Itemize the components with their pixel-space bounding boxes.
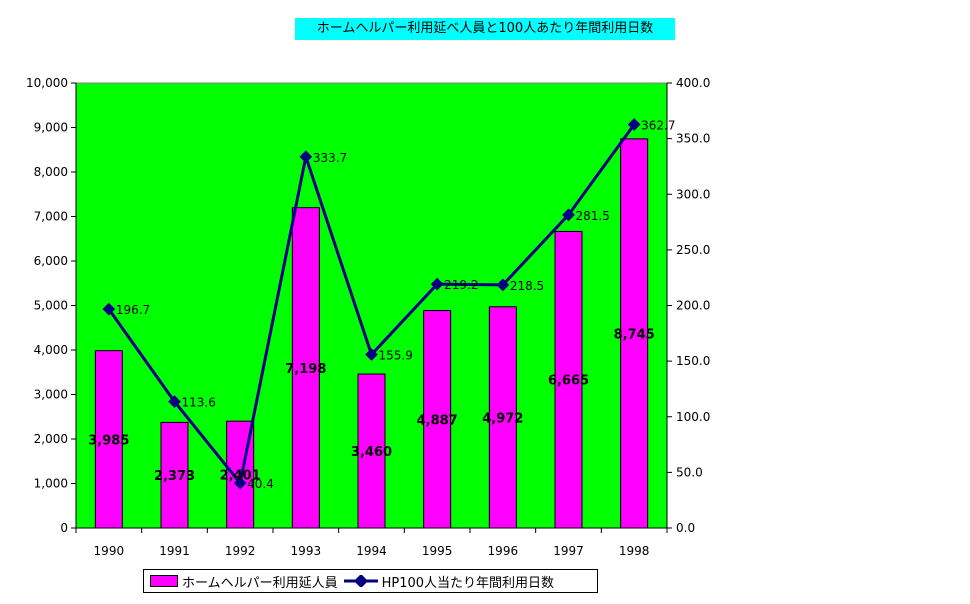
bar-data-label: 2,373: [154, 469, 195, 484]
y-right-tick-label: 400.0: [676, 76, 710, 90]
y-left-tick-label: 8,000: [34, 165, 68, 179]
x-tick-label: 1997: [553, 544, 584, 558]
line-data-label: 281.5: [576, 209, 610, 223]
y-right-tick-label: 250.0: [676, 243, 710, 257]
line-marker: [299, 150, 313, 164]
bar-data-label: 6,665: [548, 374, 589, 389]
x-tick-label: 1992: [225, 544, 256, 558]
line-data-label: 155.9: [379, 349, 413, 363]
bar: [554, 230, 583, 529]
y-left-tick-label: 6,000: [34, 254, 68, 268]
line-data-label: 219.2: [444, 278, 478, 292]
y-left-tick-label: 9,000: [34, 121, 68, 135]
y-left-tick-label: 5,000: [34, 299, 68, 313]
legend-bar-label: ホームヘルパー利用延人員: [182, 575, 338, 591]
line-marker: [496, 278, 510, 292]
bar: [423, 310, 452, 529]
y-right-tick-label: 200.0: [676, 299, 710, 313]
legend-item-line: HP100人当たり年間利用日数: [343, 572, 555, 591]
x-tick-label: 1993: [291, 544, 322, 558]
line-data-label: 40.4: [247, 477, 274, 491]
line-marker: [102, 302, 116, 316]
bar-data-label: 3,460: [351, 445, 392, 460]
y-right-tick-label: 350.0: [676, 132, 710, 146]
y-right-tick-label: 100.0: [676, 410, 710, 424]
line-marker: [168, 395, 181, 408]
line-data-label: 333.7: [313, 151, 347, 165]
bar: [488, 306, 517, 529]
y-left-tick-label: 0: [60, 521, 68, 535]
legend: ホームヘルパー利用延人員 HP100人当たり年間利用日数: [143, 569, 598, 593]
bar-data-label: 7,198: [285, 362, 326, 377]
y-left-tick-label: 4,000: [34, 343, 68, 357]
chart-title: ホームヘルパー利用延べ人員と100人あたり年間利用日数: [295, 18, 675, 40]
line-marker: [365, 348, 378, 361]
bar: [291, 207, 320, 529]
x-tick-label: 1990: [94, 544, 125, 558]
y-right-tick-label: 0.0: [676, 521, 695, 535]
line-data-label: 362.7: [641, 118, 675, 132]
line-marker: [233, 476, 247, 490]
bar-data-label: 4,972: [482, 411, 523, 426]
y-left-tick-label: 7,000: [34, 210, 68, 224]
line-data-label: 113.6: [182, 396, 216, 410]
x-tick-label: 1991: [159, 544, 190, 558]
line-marker: [430, 277, 444, 291]
legend-bar-swatch: [150, 575, 178, 587]
legend-line-label: HP100人当たり年間利用日数: [381, 575, 555, 591]
line-data-label: 218.5: [510, 279, 544, 293]
legend-line-swatch: [343, 575, 378, 587]
line-data-label: 196.7: [116, 303, 150, 317]
y-right-tick-label: 300.0: [676, 187, 710, 201]
x-tick-label: 1995: [422, 544, 453, 558]
bar-data-label: 8,745: [614, 327, 655, 342]
y-left-tick-label: 10,000: [26, 76, 68, 90]
x-tick-label: 1998: [619, 544, 650, 558]
bar: [357, 373, 386, 529]
x-tick-label: 1996: [488, 544, 519, 558]
bar: [620, 138, 649, 529]
x-tick-label: 1994: [356, 544, 387, 558]
y-left-tick-label: 2,000: [34, 432, 68, 446]
legend-item-bar: ホームヘルパー利用延人員: [150, 572, 338, 591]
y-right-tick-label: 150.0: [676, 354, 710, 368]
bar-data-label: 3,985: [88, 433, 129, 448]
bar: [160, 421, 189, 529]
bar-data-label: 4,887: [417, 413, 458, 428]
bar: [94, 350, 123, 529]
y-left-tick-label: 1,000: [34, 477, 68, 491]
y-left-tick-label: 3,000: [34, 388, 68, 402]
bar-data-label: 2,401: [220, 469, 261, 484]
y-right-tick-label: 50.0: [676, 465, 703, 479]
